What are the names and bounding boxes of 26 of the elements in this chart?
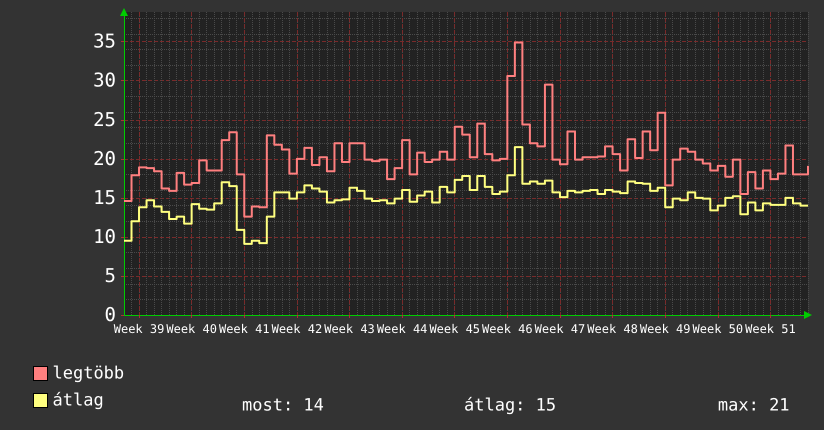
y-tick-label: 15 [93, 186, 116, 209]
x-tick-label: Week 44 [376, 322, 428, 336]
y-tick-label: 20 [93, 148, 116, 170]
text: max: 21 [718, 396, 790, 416]
y-tick-label: 5 [104, 264, 116, 287]
x-tick-label: Week 48 [587, 322, 638, 336]
x-tick-label: Week 39 [114, 322, 164, 336]
x-tick-label: Week 49 [640, 322, 690, 336]
text: most: 14 [242, 396, 324, 416]
y-tick-label: 30 [93, 70, 116, 92]
text: átlag: 15 [464, 396, 556, 416]
x-tick-label: Week 47 [534, 322, 586, 336]
x-tick-label: Week 42 [272, 322, 322, 336]
y-tick-label: 10 [93, 226, 116, 248]
x-tick-label: Week 51 [745, 322, 796, 336]
y-tick-label: 0 [104, 304, 116, 326]
x-tick-label: Week 40 [166, 322, 217, 336]
legend-label: legtöbb [52, 364, 124, 384]
y-tick-label: 25 [93, 108, 116, 131]
x-tick-label: Week 45 [429, 322, 480, 336]
x-tick-label: Week 46 [482, 322, 533, 336]
x-tick-label: Week 43 [324, 322, 375, 336]
x-tick-label: Week 41 [218, 322, 270, 336]
y-tick-label: 35 [93, 30, 116, 53]
legend-label: átlag [52, 390, 104, 410]
x-tick-label: Week 50 [692, 322, 744, 336]
